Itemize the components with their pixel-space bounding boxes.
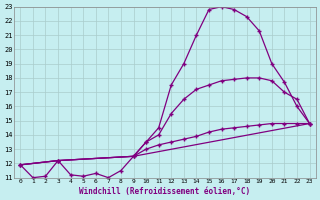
X-axis label: Windchill (Refroidissement éolien,°C): Windchill (Refroidissement éolien,°C): [79, 187, 251, 196]
